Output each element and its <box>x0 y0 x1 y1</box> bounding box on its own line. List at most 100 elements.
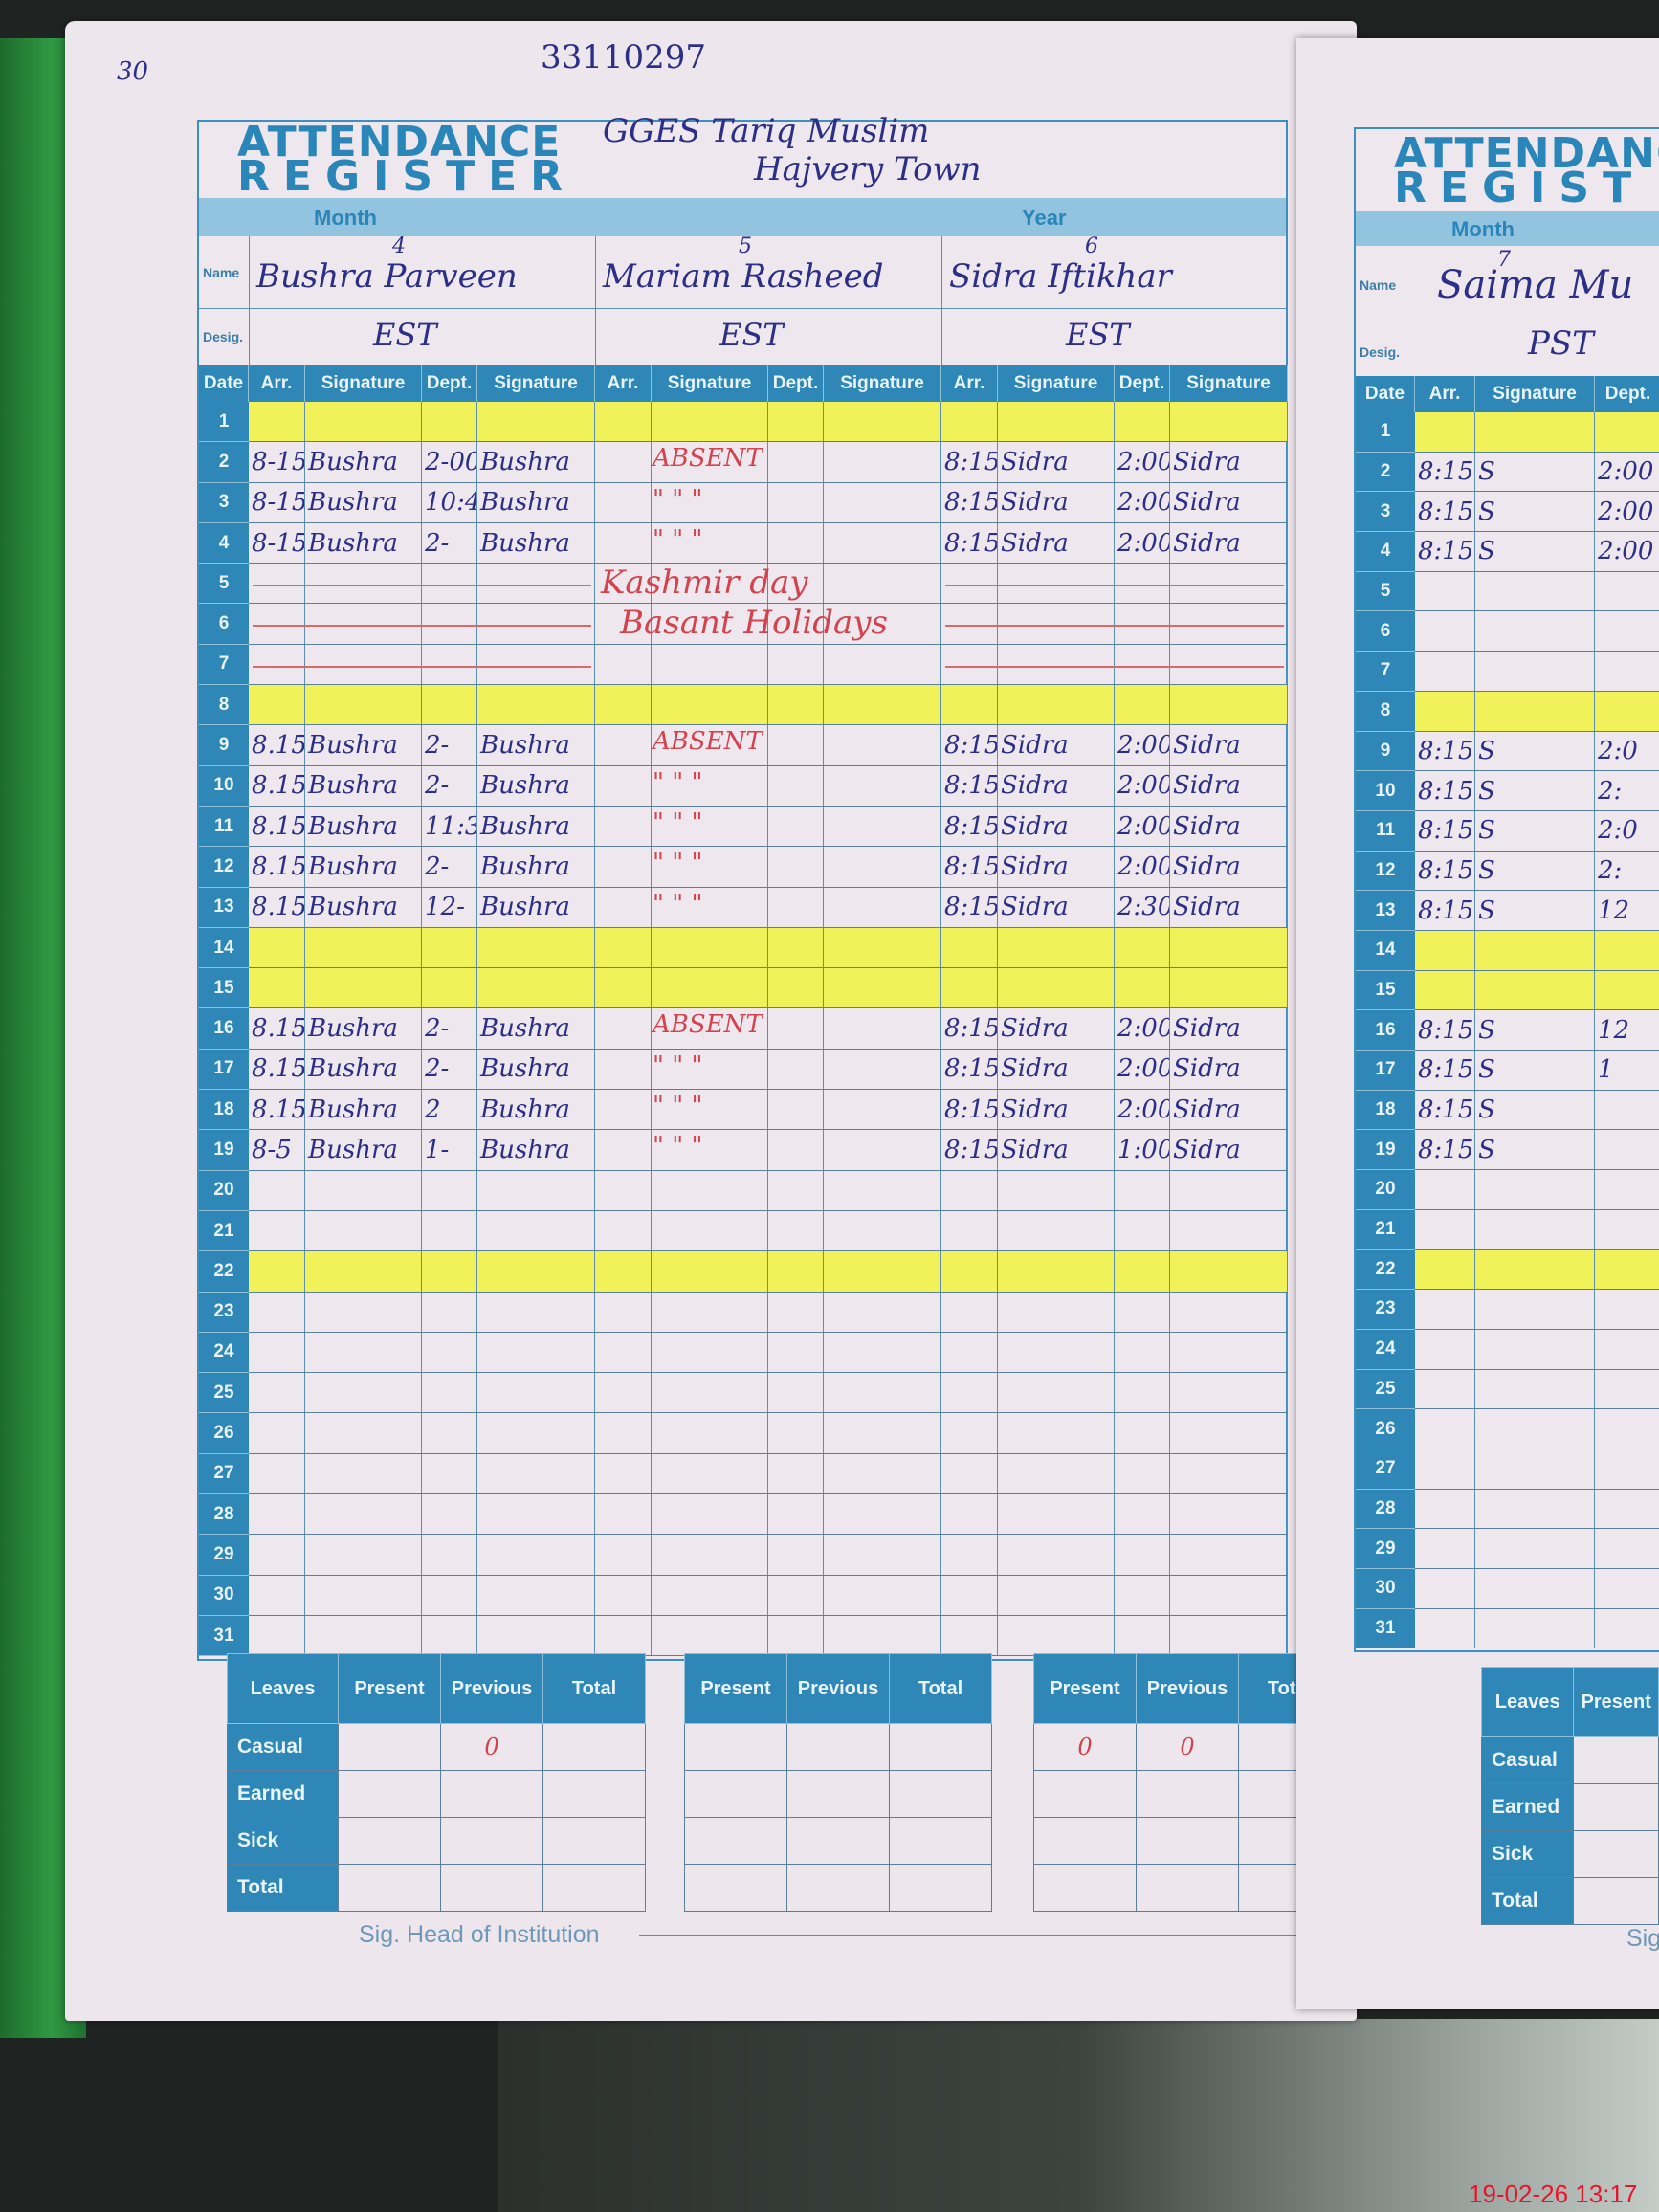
sig-in-cell[interactable]: S <box>1475 1090 1595 1131</box>
arr-cell[interactable] <box>249 927 305 969</box>
arr-cell[interactable]: 8-5 <box>249 1130 305 1171</box>
arr-cell[interactable] <box>595 1049 652 1091</box>
arr-cell[interactable]: 8:15 <box>941 887 998 928</box>
arr-cell[interactable] <box>595 1008 652 1050</box>
sig-in-cell[interactable] <box>652 1090 768 1131</box>
sig-out-cell[interactable] <box>1170 685 1288 726</box>
arr-cell[interactable] <box>595 1373 652 1414</box>
sig-out-cell[interactable] <box>477 1170 595 1211</box>
leaves-cell[interactable] <box>1136 1770 1239 1818</box>
sig-out-cell[interactable] <box>1170 1292 1288 1333</box>
dept-cell[interactable] <box>1115 402 1170 443</box>
sig-in-cell[interactable] <box>305 1494 422 1536</box>
arr-cell[interactable] <box>1415 652 1475 692</box>
sig-in-cell[interactable] <box>652 1251 768 1293</box>
leaves-cell[interactable] <box>338 1817 441 1865</box>
arr-cell[interactable] <box>1415 1568 1475 1609</box>
leaves-cell[interactable]: 0 <box>440 1723 543 1771</box>
arr-cell[interactable] <box>595 1210 652 1252</box>
sig-out-cell[interactable]: Sidra <box>1170 1049 1288 1091</box>
sig-in-cell[interactable] <box>1475 1290 1595 1330</box>
dept-cell[interactable] <box>768 1049 824 1091</box>
leaves-cell[interactable] <box>684 1770 787 1818</box>
arr-cell[interactable]: 8-15 <box>249 442 305 483</box>
sig-in-cell[interactable] <box>1475 1209 1595 1250</box>
sig-out-cell[interactable]: Sidra <box>1170 482 1288 523</box>
arr-cell[interactable]: 8:15 <box>941 765 998 807</box>
sig-out-cell[interactable]: Sidra <box>1170 1008 1288 1050</box>
sig-out-cell[interactable]: Bushra <box>477 765 595 807</box>
leaves-cell[interactable] <box>889 1723 992 1771</box>
arr-cell[interactable]: 8.15 <box>249 725 305 766</box>
dept-cell[interactable] <box>1115 1535 1170 1576</box>
arr-cell[interactable] <box>595 1090 652 1131</box>
leaves-cell[interactable] <box>889 1864 992 1912</box>
sig-in-cell[interactable]: Bushra <box>305 1130 422 1171</box>
dept-cell[interactable] <box>1115 1251 1170 1293</box>
dept-cell[interactable]: 2:00 <box>1115 847 1170 888</box>
dept-cell[interactable] <box>1595 652 1659 692</box>
leaves-cell[interactable] <box>1033 1770 1137 1818</box>
sig-in-cell[interactable]: Sidra <box>998 847 1115 888</box>
leaves-cell[interactable] <box>1573 1877 1659 1925</box>
arr-cell[interactable]: 8.15 <box>249 1008 305 1050</box>
sig-out-cell[interactable] <box>1170 1413 1288 1454</box>
sig-out-cell[interactable]: Bushra <box>477 1090 595 1131</box>
dept-cell[interactable] <box>1115 1575 1170 1616</box>
sig-in-cell[interactable] <box>652 725 768 766</box>
sig-in-cell[interactable] <box>652 1615 768 1657</box>
sig-out-cell[interactable] <box>824 442 941 483</box>
dept-cell[interactable] <box>1595 1250 1659 1291</box>
dept-cell[interactable]: 1- <box>422 1130 477 1171</box>
dept-cell[interactable]: 2:00 <box>1595 492 1659 533</box>
arr-cell[interactable] <box>595 482 652 523</box>
sig-in-cell[interactable]: Sidra <box>998 522 1115 564</box>
arr-cell[interactable] <box>1415 1449 1475 1490</box>
sig-in-cell[interactable]: S <box>1475 771 1595 811</box>
leaves-cell[interactable] <box>684 1723 787 1771</box>
dept-cell[interactable] <box>768 1535 824 1576</box>
sig-in-cell[interactable] <box>1475 691 1595 732</box>
sig-in-cell[interactable] <box>652 1575 768 1616</box>
dept-cell[interactable] <box>1115 1615 1170 1657</box>
dept-cell[interactable] <box>1115 685 1170 726</box>
sig-in-cell[interactable]: Sidra <box>998 442 1115 483</box>
sig-out-cell[interactable] <box>824 1292 941 1333</box>
arr-cell[interactable]: 8:15 <box>941 725 998 766</box>
sig-in-cell[interactable] <box>1475 1409 1595 1449</box>
dept-cell[interactable] <box>1595 572 1659 612</box>
arr-cell[interactable] <box>249 1210 305 1252</box>
arr-cell[interactable] <box>1415 571 1475 612</box>
sig-out-cell[interactable] <box>477 1292 595 1333</box>
dept-cell[interactable] <box>422 1251 477 1293</box>
sig-out-cell[interactable] <box>824 1453 941 1495</box>
sig-in-cell[interactable] <box>1475 1170 1595 1210</box>
leaves-cell[interactable]: 0 <box>1136 1723 1239 1771</box>
sig-in-cell[interactable] <box>652 442 768 483</box>
signature-line[interactable] <box>639 1935 1347 1936</box>
sig-in-cell[interactable]: Sidra <box>998 1049 1115 1091</box>
sig-out-cell[interactable] <box>824 1049 941 1091</box>
arr-cell[interactable] <box>595 564 652 605</box>
sig-in-cell[interactable] <box>652 927 768 969</box>
arr-cell[interactable]: 8:15 <box>941 442 998 483</box>
arr-cell[interactable] <box>595 522 652 564</box>
dept-cell[interactable] <box>768 402 824 443</box>
sig-in-cell[interactable] <box>652 1049 768 1091</box>
leaves-cell[interactable] <box>338 1864 441 1912</box>
arr-cell[interactable] <box>595 1251 652 1293</box>
arr-cell[interactable]: 8:15 <box>1415 1130 1475 1171</box>
leaves-cell[interactable] <box>786 1770 890 1818</box>
arr-cell[interactable] <box>941 1535 998 1576</box>
leaves-cell[interactable] <box>1573 1830 1659 1878</box>
leaves-cell[interactable] <box>786 1864 890 1912</box>
dept-cell[interactable] <box>1595 1609 1659 1649</box>
arr-cell[interactable] <box>941 927 998 969</box>
dept-cell[interactable] <box>422 685 477 726</box>
dept-cell[interactable] <box>1595 691 1659 732</box>
sig-in-cell[interactable] <box>998 927 1115 969</box>
arr-cell[interactable]: 8:15 <box>1415 532 1475 572</box>
dept-cell[interactable] <box>1595 412 1659 453</box>
arr-cell[interactable] <box>941 1292 998 1333</box>
arr-cell[interactable] <box>595 1615 652 1657</box>
